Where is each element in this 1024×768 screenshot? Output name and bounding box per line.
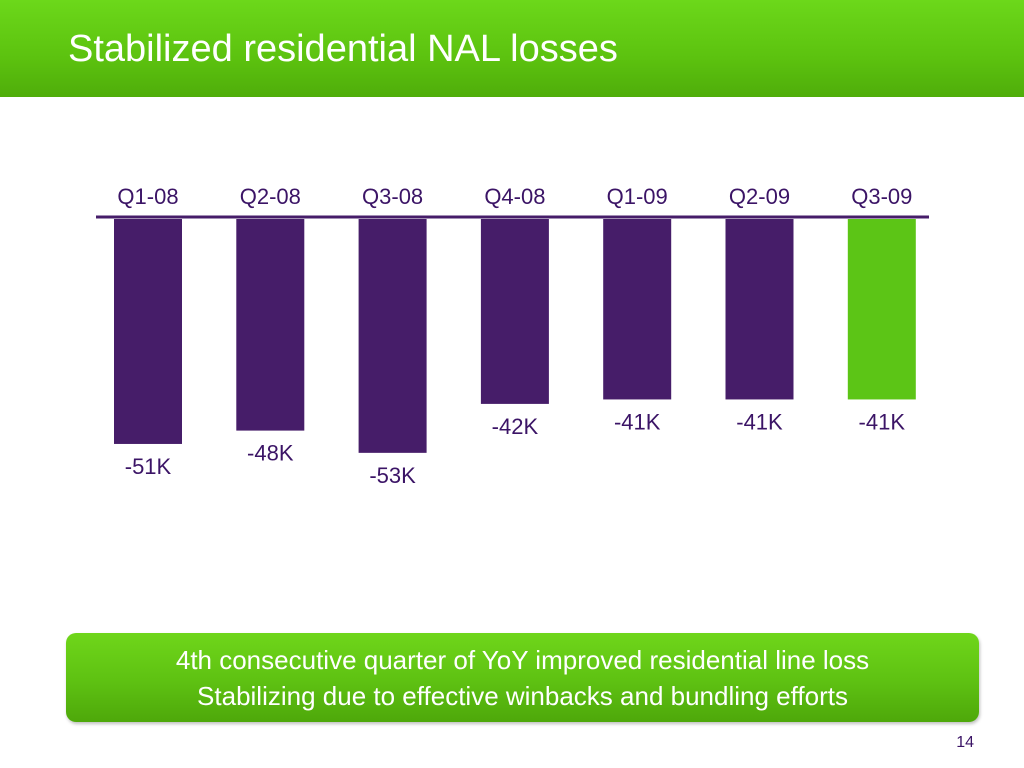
category-label: Q2-09 [729,184,790,209]
bar-q4-08 [480,219,549,404]
bar-q3-09 [847,219,916,400]
bar-q2-09 [725,219,794,400]
value-label: -41K [736,409,783,434]
value-label: -41K [859,409,906,434]
category-label: Q3-08 [362,184,423,209]
callout-line-2: Stabilizing due to effective winbacks an… [197,680,848,711]
value-label: -53K [369,463,416,488]
bar-q3-08 [358,219,427,453]
bar-chart: Q1-08 -51K Q2-08 -48K Q3-08 -53K Q4-08 -42K Q1-0… [96,184,929,488]
bar-q2-08 [236,219,305,431]
page-number: 14 [956,734,974,751]
bar-q1-09 [603,219,672,400]
category-label: Q4-08 [484,184,545,209]
callout-box: 4th consecutive quarter of YoY improved … [66,633,979,722]
category-label: Q2-08 [240,184,301,209]
callout-line-1: 4th consecutive quarter of YoY improved … [175,644,870,675]
value-label: -42K [492,414,539,439]
category-label: Q1-08 [117,184,178,209]
value-label: -41K [614,409,661,434]
bar-q1-08 [114,219,182,444]
value-label: -51K [125,454,172,479]
category-label: Q1-09 [607,184,668,209]
slide-title: Stabilized residential NAL losses [68,28,618,70]
value-label: -48K [247,441,294,466]
title-bar: Stabilized residential NAL losses [0,0,1024,97]
category-label: Q3-09 [851,184,912,209]
